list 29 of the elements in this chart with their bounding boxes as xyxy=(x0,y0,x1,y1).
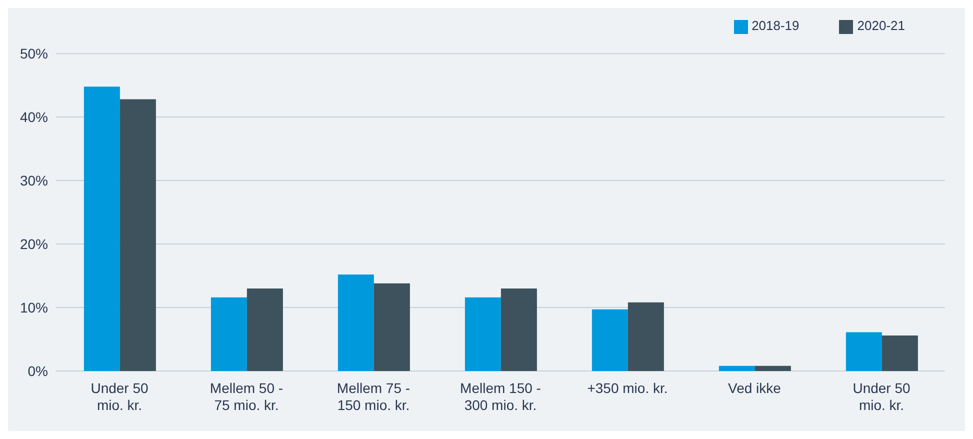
y-tick-label: 10% xyxy=(20,299,48,316)
x-tick-label: +350 mio. kr. xyxy=(587,380,668,396)
bar xyxy=(718,366,755,371)
bar xyxy=(882,335,918,371)
bar xyxy=(500,288,537,371)
y-tick-label: 30% xyxy=(20,172,48,189)
x-tick-label: Under 50 mio. kr. xyxy=(90,380,149,413)
bar xyxy=(338,274,374,371)
bar xyxy=(464,297,501,371)
bar xyxy=(374,283,410,371)
bar xyxy=(846,332,882,371)
x-tick-label: Mellem 150 - 300 mio. kr. xyxy=(460,380,542,413)
y-tick-label: 50% xyxy=(20,46,48,62)
x-tick-label: Mellem 50 - 75 mio. kr. xyxy=(210,380,284,413)
legend-label: 2020-21 xyxy=(857,18,905,33)
bar xyxy=(210,297,247,371)
bar xyxy=(246,288,283,371)
bar xyxy=(592,309,628,371)
x-tick-label: Mellem 75 - 150 mio. kr. xyxy=(336,380,410,413)
bar xyxy=(120,99,156,371)
x-tick-label: Ved ikke xyxy=(728,380,782,396)
bar xyxy=(628,302,664,371)
y-tick-label: 0% xyxy=(28,362,48,379)
y-tick-label: 20% xyxy=(20,236,48,252)
legend-label: 2018-19 xyxy=(752,18,800,33)
bar xyxy=(84,86,120,371)
y-tick-label: 40% xyxy=(20,109,48,126)
x-tick-label: Under 50 mio. kr. xyxy=(852,380,911,413)
bar xyxy=(754,366,791,371)
